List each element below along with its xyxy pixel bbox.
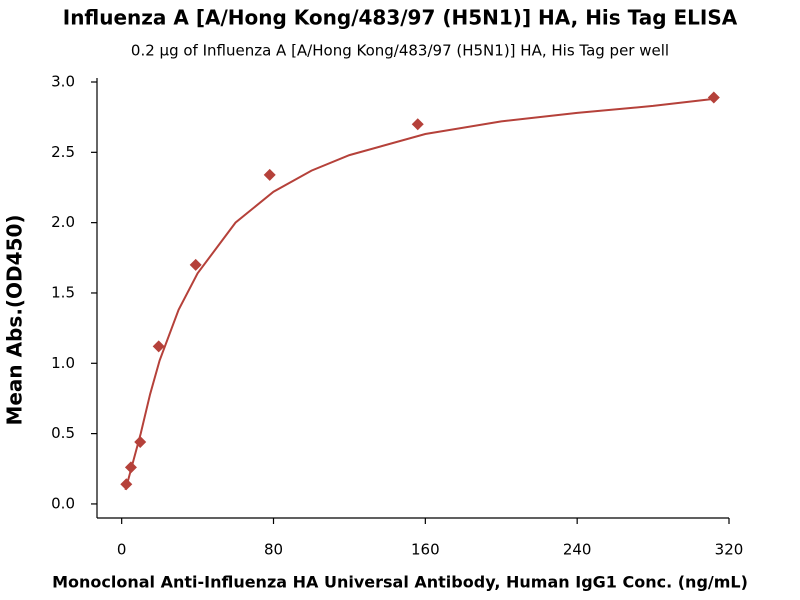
data-point [124,461,137,474]
x-tick-label: 0 [117,541,127,559]
y-tick-label: 3.0 [51,73,75,91]
y-axis-label: Mean Abs.(OD450) [3,214,27,425]
y-tick-label: 0.0 [51,494,75,512]
data-point [707,91,720,104]
data-point [263,168,276,181]
data-point [152,340,165,353]
y-tick-label: 1.0 [51,354,75,372]
chart-subtitle: 0.2 μg of Influenza A [A/Hong Kong/483/9… [131,42,669,60]
x-tick-label: 160 [411,541,440,559]
data-point [189,258,202,271]
y-tick-label: 0.5 [51,424,75,442]
data-point [134,436,147,449]
x-tick-label: 320 [715,541,744,559]
x-tick-label: 240 [563,541,592,559]
x-tick-label: 80 [264,541,283,559]
x-axis-label: Monoclonal Anti-Influenza HA Universal A… [52,573,748,592]
y-tick-label: 2.5 [51,143,75,161]
data-point [120,478,133,491]
y-tick-label: 2.0 [51,213,75,231]
fit-curve [124,97,714,491]
chart-title: Influenza A [A/Hong Kong/483/97 (H5N1)] … [63,6,738,30]
y-tick-label: 1.5 [51,283,75,301]
data-point [411,118,424,131]
